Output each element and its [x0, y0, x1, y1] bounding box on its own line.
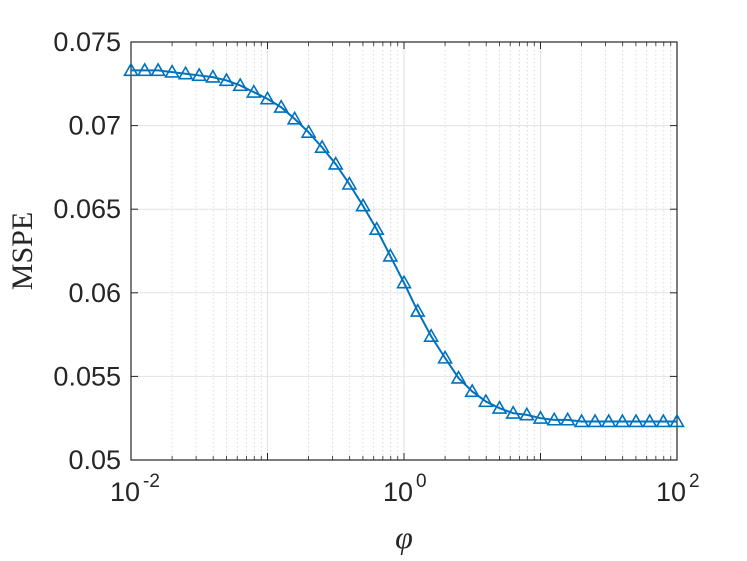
y-tick-label: 0.075 — [53, 27, 121, 57]
triangle-marker — [409, 303, 426, 317]
triangle-marker — [300, 124, 317, 138]
triangle-marker — [464, 383, 481, 398]
triangle-marker — [628, 413, 644, 428]
triangle-marker — [546, 411, 563, 426]
triangle-marker — [232, 77, 249, 92]
triangle-marker — [559, 411, 576, 426]
triangle-marker — [437, 349, 453, 364]
y-tick-label: 0.07 — [68, 111, 121, 141]
triangle-marker — [573, 413, 590, 428]
triangle-marker — [341, 176, 358, 190]
data-series — [123, 62, 685, 428]
triangle-marker — [600, 413, 617, 428]
triangle-marker — [259, 90, 276, 105]
triangle-marker — [450, 369, 467, 384]
triangle-marker — [587, 413, 603, 428]
x-tick-label: 10 — [383, 477, 413, 507]
triangle-marker — [614, 413, 631, 428]
x-axis-title: φ — [395, 519, 413, 555]
triangle-marker — [491, 400, 508, 414]
triangle-marker — [123, 62, 139, 77]
axis-ticks — [130, 41, 678, 461]
y-tick-label: 0.06 — [68, 278, 121, 308]
triangle-marker — [136, 62, 153, 77]
triangle-marker — [368, 221, 385, 235]
triangle-marker — [245, 84, 262, 98]
y-tick-label: 0.05 — [68, 445, 121, 475]
triangle-marker — [478, 393, 494, 408]
triangle-marker — [314, 139, 330, 154]
x-tick-label-exponent: 2 — [689, 471, 700, 492]
triangle-marker — [518, 406, 535, 421]
triangle-marker — [355, 197, 371, 212]
x-tick-label-exponent: 0 — [416, 471, 427, 492]
triangle-marker — [177, 65, 194, 80]
triangle-marker — [505, 405, 522, 419]
y-tick-label: 0.055 — [53, 361, 121, 391]
triangle-marker — [150, 62, 166, 77]
y-axis-title: MSPE — [6, 212, 39, 290]
triangle-marker — [423, 328, 439, 342]
triangle-marker — [641, 413, 658, 428]
triangle-marker — [382, 247, 399, 262]
triangle-marker — [205, 68, 221, 83]
triangle-marker — [218, 72, 235, 87]
triangle-marker — [669, 413, 685, 428]
triangle-marker — [532, 410, 549, 424]
y-tick-label: 0.065 — [53, 194, 121, 224]
x-tick-label-exponent: -2 — [143, 471, 160, 492]
x-tick-label: 10 — [110, 477, 140, 507]
triangle-marker — [191, 67, 208, 82]
x-tick-label: 10 — [656, 477, 686, 507]
triangle-marker — [273, 99, 290, 113]
triangle-marker — [164, 63, 180, 78]
triangle-marker — [286, 110, 303, 125]
triangle-marker — [327, 155, 344, 170]
triangle-marker — [396, 274, 412, 289]
triangle-marker — [655, 413, 672, 428]
